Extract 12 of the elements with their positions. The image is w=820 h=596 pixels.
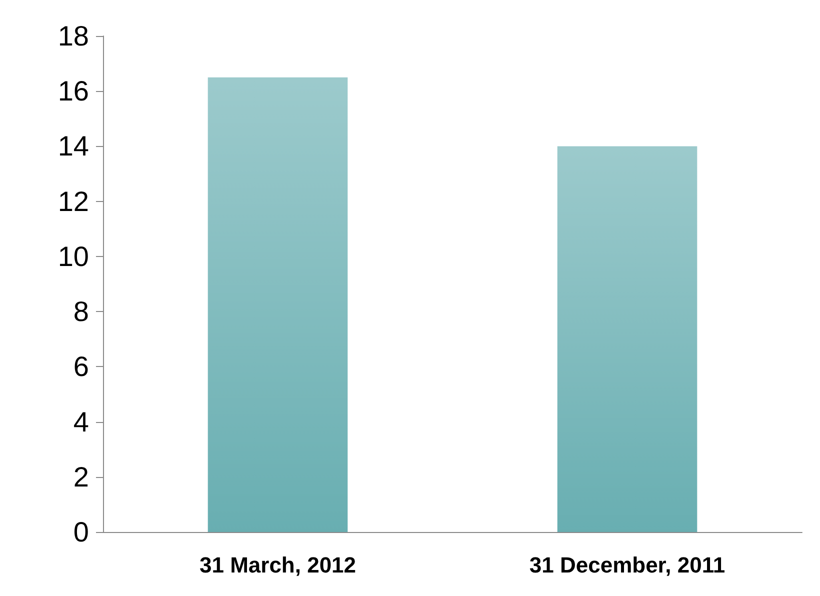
y-tick-label: 8 <box>73 296 89 328</box>
y-tick-label: 12 <box>58 186 89 217</box>
y-tick-label: 14 <box>58 130 89 162</box>
y-tick-label: 4 <box>73 406 89 438</box>
y-tick-label: 10 <box>58 240 89 272</box>
y-tick-label: 18 <box>58 20 89 52</box>
y-tick-label: 6 <box>73 351 89 382</box>
y-tick-label: 16 <box>58 76 89 107</box>
y-tick-label: 0 <box>73 516 89 548</box>
y-tick-label: 2 <box>73 461 89 492</box>
x-tick-label: 31 March, 2012 <box>199 552 356 578</box>
x-tick-label: 31 December, 2011 <box>529 552 726 578</box>
